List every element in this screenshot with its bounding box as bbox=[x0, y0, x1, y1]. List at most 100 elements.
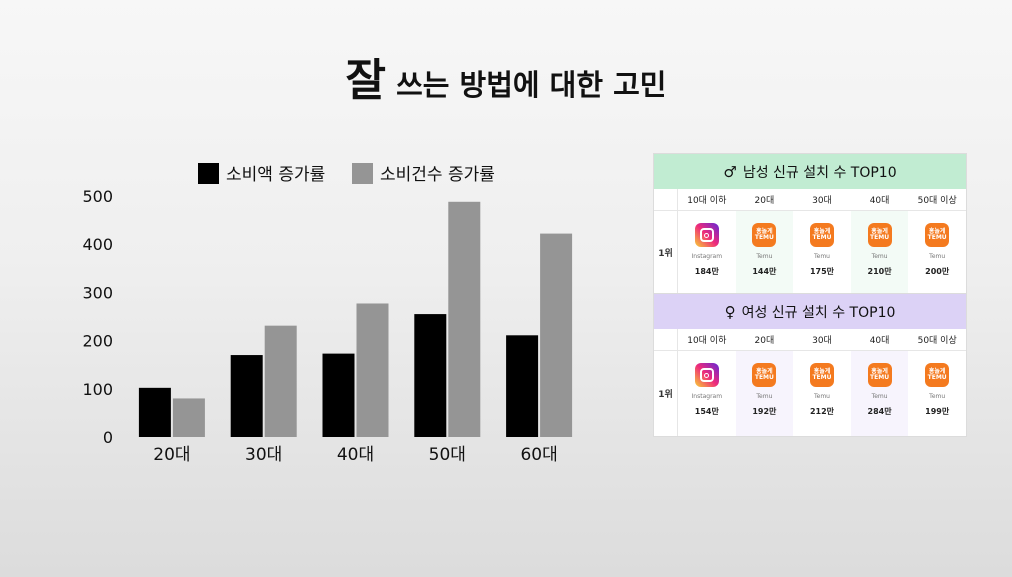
app-cell: 홍놀게 TEMU Temu 199만 bbox=[908, 351, 966, 436]
age-column-header: 50대 이상 bbox=[908, 329, 966, 351]
app-cell: 홍놀게 TEMU Temu 200만 bbox=[908, 211, 966, 293]
male-table-grid: 1위 10대 이하 Instagram 184만 20대 홍놀게 TEMU Temu 144만 3… bbox=[654, 189, 966, 293]
temu-icon: 홍놀게 TEMU bbox=[809, 223, 834, 247]
x-tick-label: 40대 bbox=[337, 445, 374, 465]
age-column: 10대 이하 Instagram 184만 bbox=[678, 189, 736, 293]
temu-logo-wordmark: TEMU bbox=[870, 234, 890, 241]
bar-amount bbox=[138, 387, 171, 437]
female-table-header: ♀ 여성 신규 설치 수 TOP10 bbox=[654, 294, 966, 329]
app-name: Temu bbox=[756, 253, 773, 260]
temu-logo-wordmark: TEMU bbox=[754, 234, 774, 241]
bar-amount bbox=[322, 353, 355, 437]
title-rest: 쓰는 방법에 대한 고민 bbox=[385, 68, 667, 102]
app-name: Temu bbox=[813, 253, 830, 260]
temu-icon: 홍놀게 TEMU bbox=[809, 363, 834, 387]
app-name: Instagram bbox=[691, 393, 723, 400]
app-name: Temu bbox=[871, 253, 888, 260]
age-column-header: 40대 bbox=[850, 329, 909, 351]
temu-logo-text: 홍놀게 bbox=[871, 228, 888, 235]
rank-label: 1위 bbox=[658, 248, 673, 259]
bar-chart: 소비액 증가률 소비건수 증가률 0 100 200 300 400 500 20대 30대 40대… bbox=[82, 163, 573, 465]
install-count: 175만 bbox=[809, 267, 835, 276]
app-name: Temu bbox=[929, 393, 946, 400]
y-tick-label: 200 bbox=[82, 332, 113, 351]
age-column-header: 40대 bbox=[850, 189, 909, 211]
x-tick-label: 60대 bbox=[520, 445, 557, 465]
temu-icon: 홍놀게 TEMU bbox=[752, 363, 777, 387]
age-column: 20대 홍놀게 TEMU Temu 144만 bbox=[735, 189, 794, 293]
temu-logo-wordmark: TEMU bbox=[927, 234, 947, 241]
app-name: Temu bbox=[871, 393, 888, 400]
bar-count bbox=[264, 325, 297, 437]
y-tick-label: 300 bbox=[82, 283, 113, 302]
female-table-title: 여성 신규 설치 수 TOP10 bbox=[741, 304, 896, 321]
app-cell: 홍놀게 TEMU Temu 210만 bbox=[851, 211, 909, 293]
temu-logo-text: 홍놀게 bbox=[813, 228, 831, 235]
female-symbol-icon: ♀ bbox=[724, 302, 736, 321]
male-install-table: ♂ 남성 신규 설치 수 TOP10 1위 10대 이하 Instagram 184만… bbox=[653, 153, 967, 294]
app-cell: 홍놀게 TEMU Temu 212만 bbox=[793, 351, 851, 436]
app-name: Temu bbox=[813, 393, 830, 400]
temu-logo-text: 홍놀게 bbox=[871, 368, 888, 375]
legend-swatch bbox=[198, 163, 219, 184]
bar-count bbox=[448, 201, 481, 437]
legend-swatch bbox=[352, 163, 373, 184]
app-name: Instagram bbox=[691, 253, 723, 260]
install-count: 200만 bbox=[925, 267, 950, 276]
temu-icon: 홍놀게 TEMU bbox=[867, 223, 892, 247]
temu-icon: 홍놀게 TEMU bbox=[867, 363, 892, 387]
male-symbol-icon: ♂ bbox=[723, 162, 737, 181]
age-column: 40대 홍놀게 TEMU Temu 284만 bbox=[850, 329, 909, 436]
y-tick-label: 0 bbox=[103, 428, 113, 447]
age-column-header: 10대 이하 bbox=[678, 329, 736, 351]
temu-logo-wordmark: TEMU bbox=[870, 374, 890, 381]
app-name: Temu bbox=[756, 393, 773, 400]
title-emphasis: 잘 bbox=[345, 55, 386, 106]
age-column-header: 20대 bbox=[735, 329, 794, 351]
age-column-header: 50대 이상 bbox=[908, 189, 966, 211]
x-tick-label: 30대 bbox=[245, 445, 282, 465]
app-name: Temu bbox=[929, 253, 946, 260]
temu-icon: 홍놀게 TEMU bbox=[925, 223, 950, 247]
app-cell: Instagram 154만 bbox=[678, 351, 736, 436]
temu-logo-text: 홍놀게 bbox=[813, 368, 831, 375]
app-cell: 홍놀게 TEMU Temu 284만 bbox=[851, 351, 909, 436]
female-table-grid: 1위 10대 이하 Instagram 154만 20대 홍놀게 TEMU Temu 192만 3… bbox=[654, 329, 966, 436]
age-column-header: 30대 bbox=[793, 329, 851, 351]
y-tick-label: 500 bbox=[82, 187, 113, 206]
install-count: 212만 bbox=[809, 407, 835, 416]
install-count: 192만 bbox=[752, 407, 777, 416]
y-tick-label: 100 bbox=[82, 380, 113, 399]
rank-column: 1위 bbox=[654, 189, 678, 293]
install-count: 199만 bbox=[925, 407, 950, 416]
bar-amount bbox=[414, 314, 447, 437]
rank-column: 1위 bbox=[654, 329, 678, 436]
temu-logo-text: 홍놀게 bbox=[928, 368, 946, 375]
bar-amount bbox=[506, 335, 539, 437]
female-install-table: ♀ 여성 신규 설치 수 TOP10 1위 10대 이하 Instagram 154만… bbox=[653, 294, 967, 437]
legend-label: 소비건수 증가률 bbox=[380, 165, 495, 185]
bar-count bbox=[540, 233, 573, 437]
age-column-header: 30대 bbox=[793, 189, 851, 211]
male-table-header: ♂ 남성 신규 설치 수 TOP10 bbox=[654, 154, 966, 189]
x-tick-label: 50대 bbox=[429, 445, 466, 465]
install-count: 154만 bbox=[694, 407, 719, 416]
instagram-icon bbox=[694, 363, 719, 387]
app-cell: 홍놀게 TEMU Temu 144만 bbox=[736, 211, 794, 293]
temu-icon: 홍놀게 TEMU bbox=[752, 223, 777, 247]
y-tick-label: 400 bbox=[82, 235, 113, 254]
bar-count bbox=[172, 398, 205, 437]
app-cell: Instagram 184만 bbox=[678, 211, 736, 293]
temu-icon: 홍놀게 TEMU bbox=[925, 363, 950, 387]
age-column-header: 10대 이하 bbox=[678, 189, 736, 211]
temu-logo-text: 홍놀게 bbox=[756, 368, 773, 375]
age-column: 10대 이하 Instagram 154만 bbox=[678, 329, 736, 436]
instagram-icon bbox=[694, 223, 719, 247]
temu-logo-text: 홍놀게 bbox=[928, 228, 946, 235]
age-column-header: 20대 bbox=[735, 189, 794, 211]
